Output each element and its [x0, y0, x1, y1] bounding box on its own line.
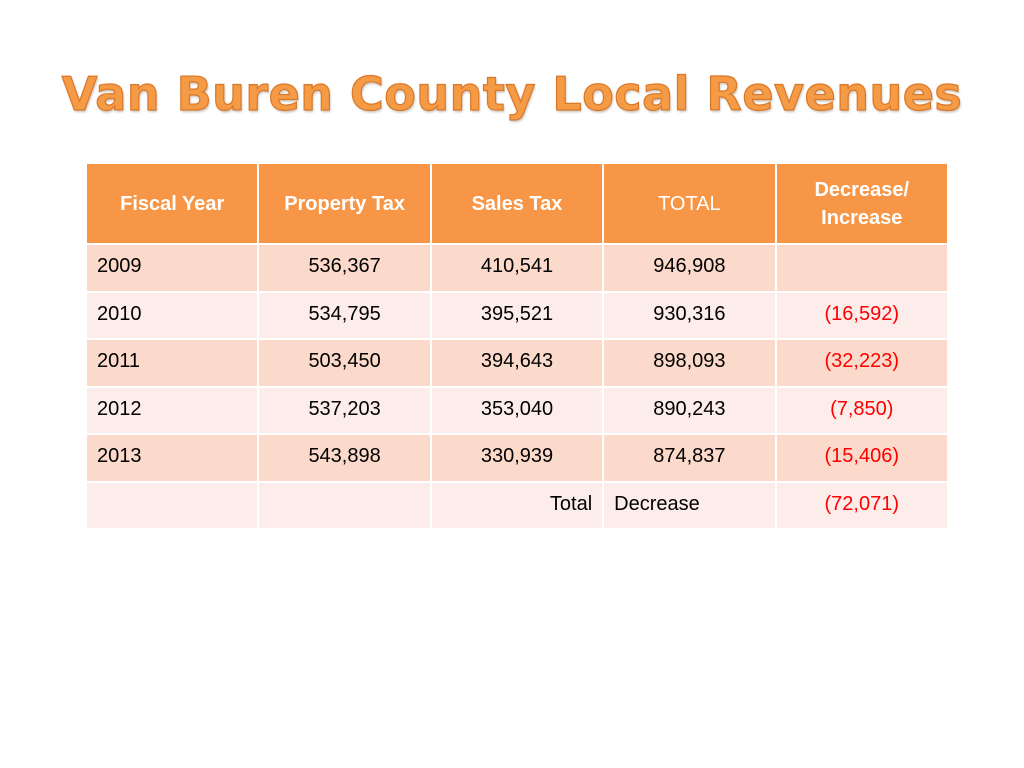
- table-row: 2012 537,203 353,040 890,243 (7,850): [84, 385, 949, 435]
- revenue-table: Fiscal Year Property Tax Sales Tax TOTAL…: [84, 162, 949, 530]
- cell-fiscal-year: 2011: [84, 338, 260, 388]
- cell-change: (15,406): [774, 433, 949, 483]
- cell-total: 890,243: [602, 385, 777, 435]
- cell-property-tax: 543,898: [257, 433, 432, 483]
- cell-change: [774, 243, 949, 293]
- cell-property-tax: 537,203: [257, 385, 432, 435]
- cell-change: (32,223): [774, 338, 949, 388]
- header-decrease-increase: Decrease/ Increase: [774, 162, 949, 245]
- slide-title: Van Buren County Local Revenues: [61, 66, 963, 121]
- table-row: 2010 534,795 395,521 930,316 (16,592): [84, 290, 949, 340]
- header-fiscal-year: Fiscal Year: [84, 162, 260, 245]
- cell-fiscal-year: 2013: [84, 433, 260, 483]
- cell-property-tax: 534,795: [257, 290, 432, 340]
- summary-total-decrease: (72,071): [774, 480, 949, 530]
- cell-sales-tax: 394,643: [429, 338, 605, 388]
- cell-property-tax: 536,367: [257, 243, 432, 293]
- cell-change: (7,850): [774, 385, 949, 435]
- table-header-row: Fiscal Year Property Tax Sales Tax TOTAL…: [84, 162, 949, 245]
- cell-total: 898,093: [602, 338, 777, 388]
- cell-sales-tax: 353,040: [429, 385, 605, 435]
- summary-decrease-label: Decrease: [602, 480, 777, 530]
- header-sales-tax: Sales Tax: [429, 162, 605, 245]
- cell-fiscal-year: 2012: [84, 385, 260, 435]
- summary-total-label: Total: [429, 480, 605, 530]
- cell-change: (16,592): [774, 290, 949, 340]
- cell-property-tax: 503,450: [257, 338, 432, 388]
- cell-total: 874,837: [602, 433, 777, 483]
- cell-fiscal-year: 2009: [84, 243, 260, 293]
- cell-fiscal-year: 2010: [84, 290, 260, 340]
- cell-total: 946,908: [602, 243, 777, 293]
- header-property-tax: Property Tax: [257, 162, 432, 245]
- cell-sales-tax: 330,939: [429, 433, 605, 483]
- summary-row: Total Decrease (72,071): [84, 480, 949, 530]
- cell-sales-tax: 410,541: [429, 243, 605, 293]
- table-row: 2009 536,367 410,541 946,908: [84, 243, 949, 293]
- summary-empty-cell: [84, 480, 260, 530]
- cell-total: 930,316: [602, 290, 777, 340]
- summary-empty-cell: [257, 480, 432, 530]
- table-row: 2011 503,450 394,643 898,093 (32,223): [84, 338, 949, 388]
- header-total: TOTAL: [602, 162, 777, 245]
- table-row: 2013 543,898 330,939 874,837 (15,406): [84, 433, 949, 483]
- cell-sales-tax: 395,521: [429, 290, 605, 340]
